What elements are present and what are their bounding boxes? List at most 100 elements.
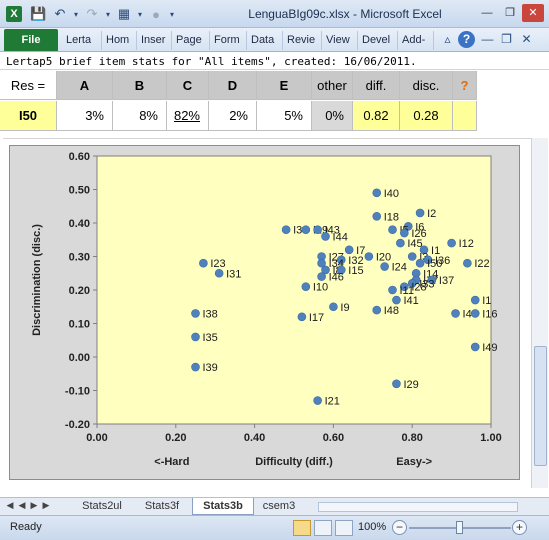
first-sheet-arrow-icon[interactable]: ◀ bbox=[6, 500, 14, 510]
circle-icon[interactable]: ● bbox=[152, 6, 160, 22]
zoom-out-button[interactable]: − bbox=[392, 520, 407, 535]
option-b-header[interactable]: B bbox=[113, 71, 167, 100]
other-header[interactable]: other bbox=[312, 71, 353, 100]
data-point-label: I45 bbox=[407, 238, 422, 250]
data-point bbox=[403, 222, 413, 231]
tab-review[interactable]: Revie bbox=[283, 31, 322, 50]
data-point-label: I39 bbox=[203, 362, 218, 374]
res-label-cell[interactable]: Res = bbox=[0, 71, 57, 100]
window-close-icon[interactable]: ✕ bbox=[521, 32, 532, 46]
zoom-slider-thumb[interactable] bbox=[456, 521, 463, 534]
data-point-label: I33 bbox=[419, 278, 434, 290]
window-restore-icon[interactable]: ❐ bbox=[501, 32, 512, 46]
flag-value[interactable] bbox=[453, 101, 477, 131]
x-axis-label: Difficulty (diff.) bbox=[255, 456, 333, 468]
redo-icon[interactable]: ↷ bbox=[86, 6, 98, 21]
scatter-chart[interactable]: 0.600.500.400.300.200.100.00-0.10-0.200.… bbox=[10, 146, 521, 481]
discrimination-value[interactable]: 0.28 bbox=[400, 101, 453, 131]
sheet-tab-csem3[interactable]: csem3 bbox=[262, 500, 296, 512]
tab-add-ins[interactable]: Add- bbox=[398, 31, 434, 50]
y-tick-label: -0.20 bbox=[65, 419, 90, 431]
minimize-ribbon-icon[interactable]: ▵ bbox=[444, 32, 451, 46]
option-c-value[interactable]: 82% bbox=[167, 101, 209, 131]
tab-data[interactable]: Data bbox=[247, 31, 283, 50]
zoom-in-button[interactable]: + bbox=[512, 520, 527, 535]
data-point bbox=[329, 302, 338, 312]
item-id-cell[interactable]: I50 bbox=[0, 101, 57, 131]
x-tick-label: 0.20 bbox=[165, 432, 186, 444]
sheet-tab-stats3f[interactable]: Stats3f bbox=[144, 500, 180, 512]
dropdown-icon[interactable]: ▾ bbox=[137, 9, 142, 19]
save-icon[interactable]: 💾 bbox=[30, 6, 47, 21]
horizontal-scrollbar[interactable] bbox=[318, 502, 518, 512]
option-d-value[interactable]: 2% bbox=[209, 101, 257, 131]
data-point bbox=[199, 258, 208, 268]
prev-sheet-arrow-icon[interactable]: ◀ bbox=[18, 500, 26, 510]
y-tick-label: 0.50 bbox=[69, 185, 90, 197]
data-point bbox=[317, 272, 326, 281]
tab-view[interactable]: View bbox=[322, 31, 358, 50]
tab-page-layout[interactable]: Page bbox=[172, 31, 210, 50]
sheet-tab-stats3b[interactable]: Stats3b bbox=[192, 498, 254, 515]
option-e-header[interactable]: E bbox=[257, 71, 312, 100]
dropdown-icon[interactable]: ▾ bbox=[105, 9, 110, 19]
page-layout-view-button[interactable] bbox=[314, 520, 332, 536]
data-point bbox=[400, 282, 409, 291]
y-tick-label: 0.60 bbox=[69, 151, 90, 163]
y-axis-label: Discrimination (disc.) bbox=[31, 224, 43, 336]
data-point bbox=[419, 245, 429, 255]
window-minimize-icon[interactable]: — bbox=[481, 32, 494, 46]
header-line-cell[interactable]: Lertap5 brief item stats for "All items"… bbox=[0, 53, 549, 70]
close-button[interactable]: ✕ bbox=[522, 4, 544, 22]
next-sheet-arrow-icon[interactable]: ▶ bbox=[30, 500, 38, 510]
status-bar: Ready 100% − + bbox=[0, 515, 549, 540]
tab-formulas[interactable]: Form bbox=[210, 31, 247, 50]
difficulty-header[interactable]: diff. bbox=[353, 71, 400, 100]
chart-area: 0.60 0.50 0.40 0.30 0.20 0.10 0.00 -0.10 -0.20 0.… bbox=[3, 138, 543, 486]
x-tick-label: 1.00 bbox=[480, 432, 501, 444]
option-a-value[interactable]: 3% bbox=[57, 101, 113, 131]
data-point bbox=[470, 342, 480, 352]
tab-developer[interactable]: Devel bbox=[358, 31, 398, 50]
dropdown-icon[interactable]: ▾ bbox=[73, 9, 78, 19]
option-a-header[interactable]: A bbox=[57, 71, 113, 100]
other-value[interactable]: 0% bbox=[312, 101, 353, 131]
x-tick-label: 0.80 bbox=[401, 432, 422, 444]
data-point bbox=[470, 295, 480, 305]
tab-lertap[interactable]: Lerta bbox=[62, 31, 102, 50]
excel-app-icon[interactable]: X bbox=[6, 6, 22, 22]
vertical-scrollbar[interactable] bbox=[531, 138, 548, 488]
page-break-view-button[interactable] bbox=[335, 520, 353, 536]
x-axis-label-hard: <-Hard bbox=[154, 456, 189, 468]
tab-insert[interactable]: Inser bbox=[137, 31, 172, 50]
data-point-label: I9 bbox=[340, 302, 349, 314]
sheet-tab-stats2ul[interactable]: Stats2ul bbox=[82, 500, 122, 512]
difficulty-value[interactable]: 0.82 bbox=[353, 101, 400, 131]
form-icon[interactable]: ▦ bbox=[117, 6, 131, 21]
option-e-value[interactable]: 5% bbox=[257, 101, 312, 131]
file-tab[interactable]: File bbox=[4, 29, 58, 51]
help-icon[interactable]: ? bbox=[458, 31, 475, 48]
vertical-scroll-thumb[interactable] bbox=[534, 346, 547, 466]
minimize-button[interactable]: — bbox=[481, 7, 493, 19]
data-point-label: I36 bbox=[435, 255, 450, 267]
restore-button[interactable]: ❐ bbox=[505, 7, 515, 19]
zoom-level[interactable]: 100% bbox=[358, 521, 387, 533]
chart-frame[interactable]: 0.60 0.50 0.40 0.30 0.20 0.10 0.00 -0.10 -0.20 0.… bbox=[9, 145, 520, 480]
option-b-value[interactable]: 8% bbox=[113, 101, 167, 131]
tab-home[interactable]: Hom bbox=[102, 31, 137, 50]
data-point bbox=[191, 309, 200, 318]
last-sheet-arrow-icon[interactable]: ▶ bbox=[42, 500, 50, 510]
discrimination-header[interactable]: disc. bbox=[400, 71, 453, 100]
flag-header[interactable]: ? bbox=[453, 71, 477, 100]
option-d-header[interactable]: D bbox=[209, 71, 257, 100]
undo-icon[interactable]: ↶ bbox=[54, 6, 66, 21]
data-point-label: I4 bbox=[463, 308, 472, 320]
data-point bbox=[336, 255, 346, 265]
normal-view-button[interactable] bbox=[293, 520, 311, 536]
data-point bbox=[372, 188, 382, 198]
option-c-header[interactable]: C bbox=[167, 71, 209, 100]
data-point bbox=[313, 396, 322, 405]
customize-toolbar-icon[interactable]: ▾ bbox=[169, 9, 174, 19]
plot-area bbox=[96, 155, 492, 425]
